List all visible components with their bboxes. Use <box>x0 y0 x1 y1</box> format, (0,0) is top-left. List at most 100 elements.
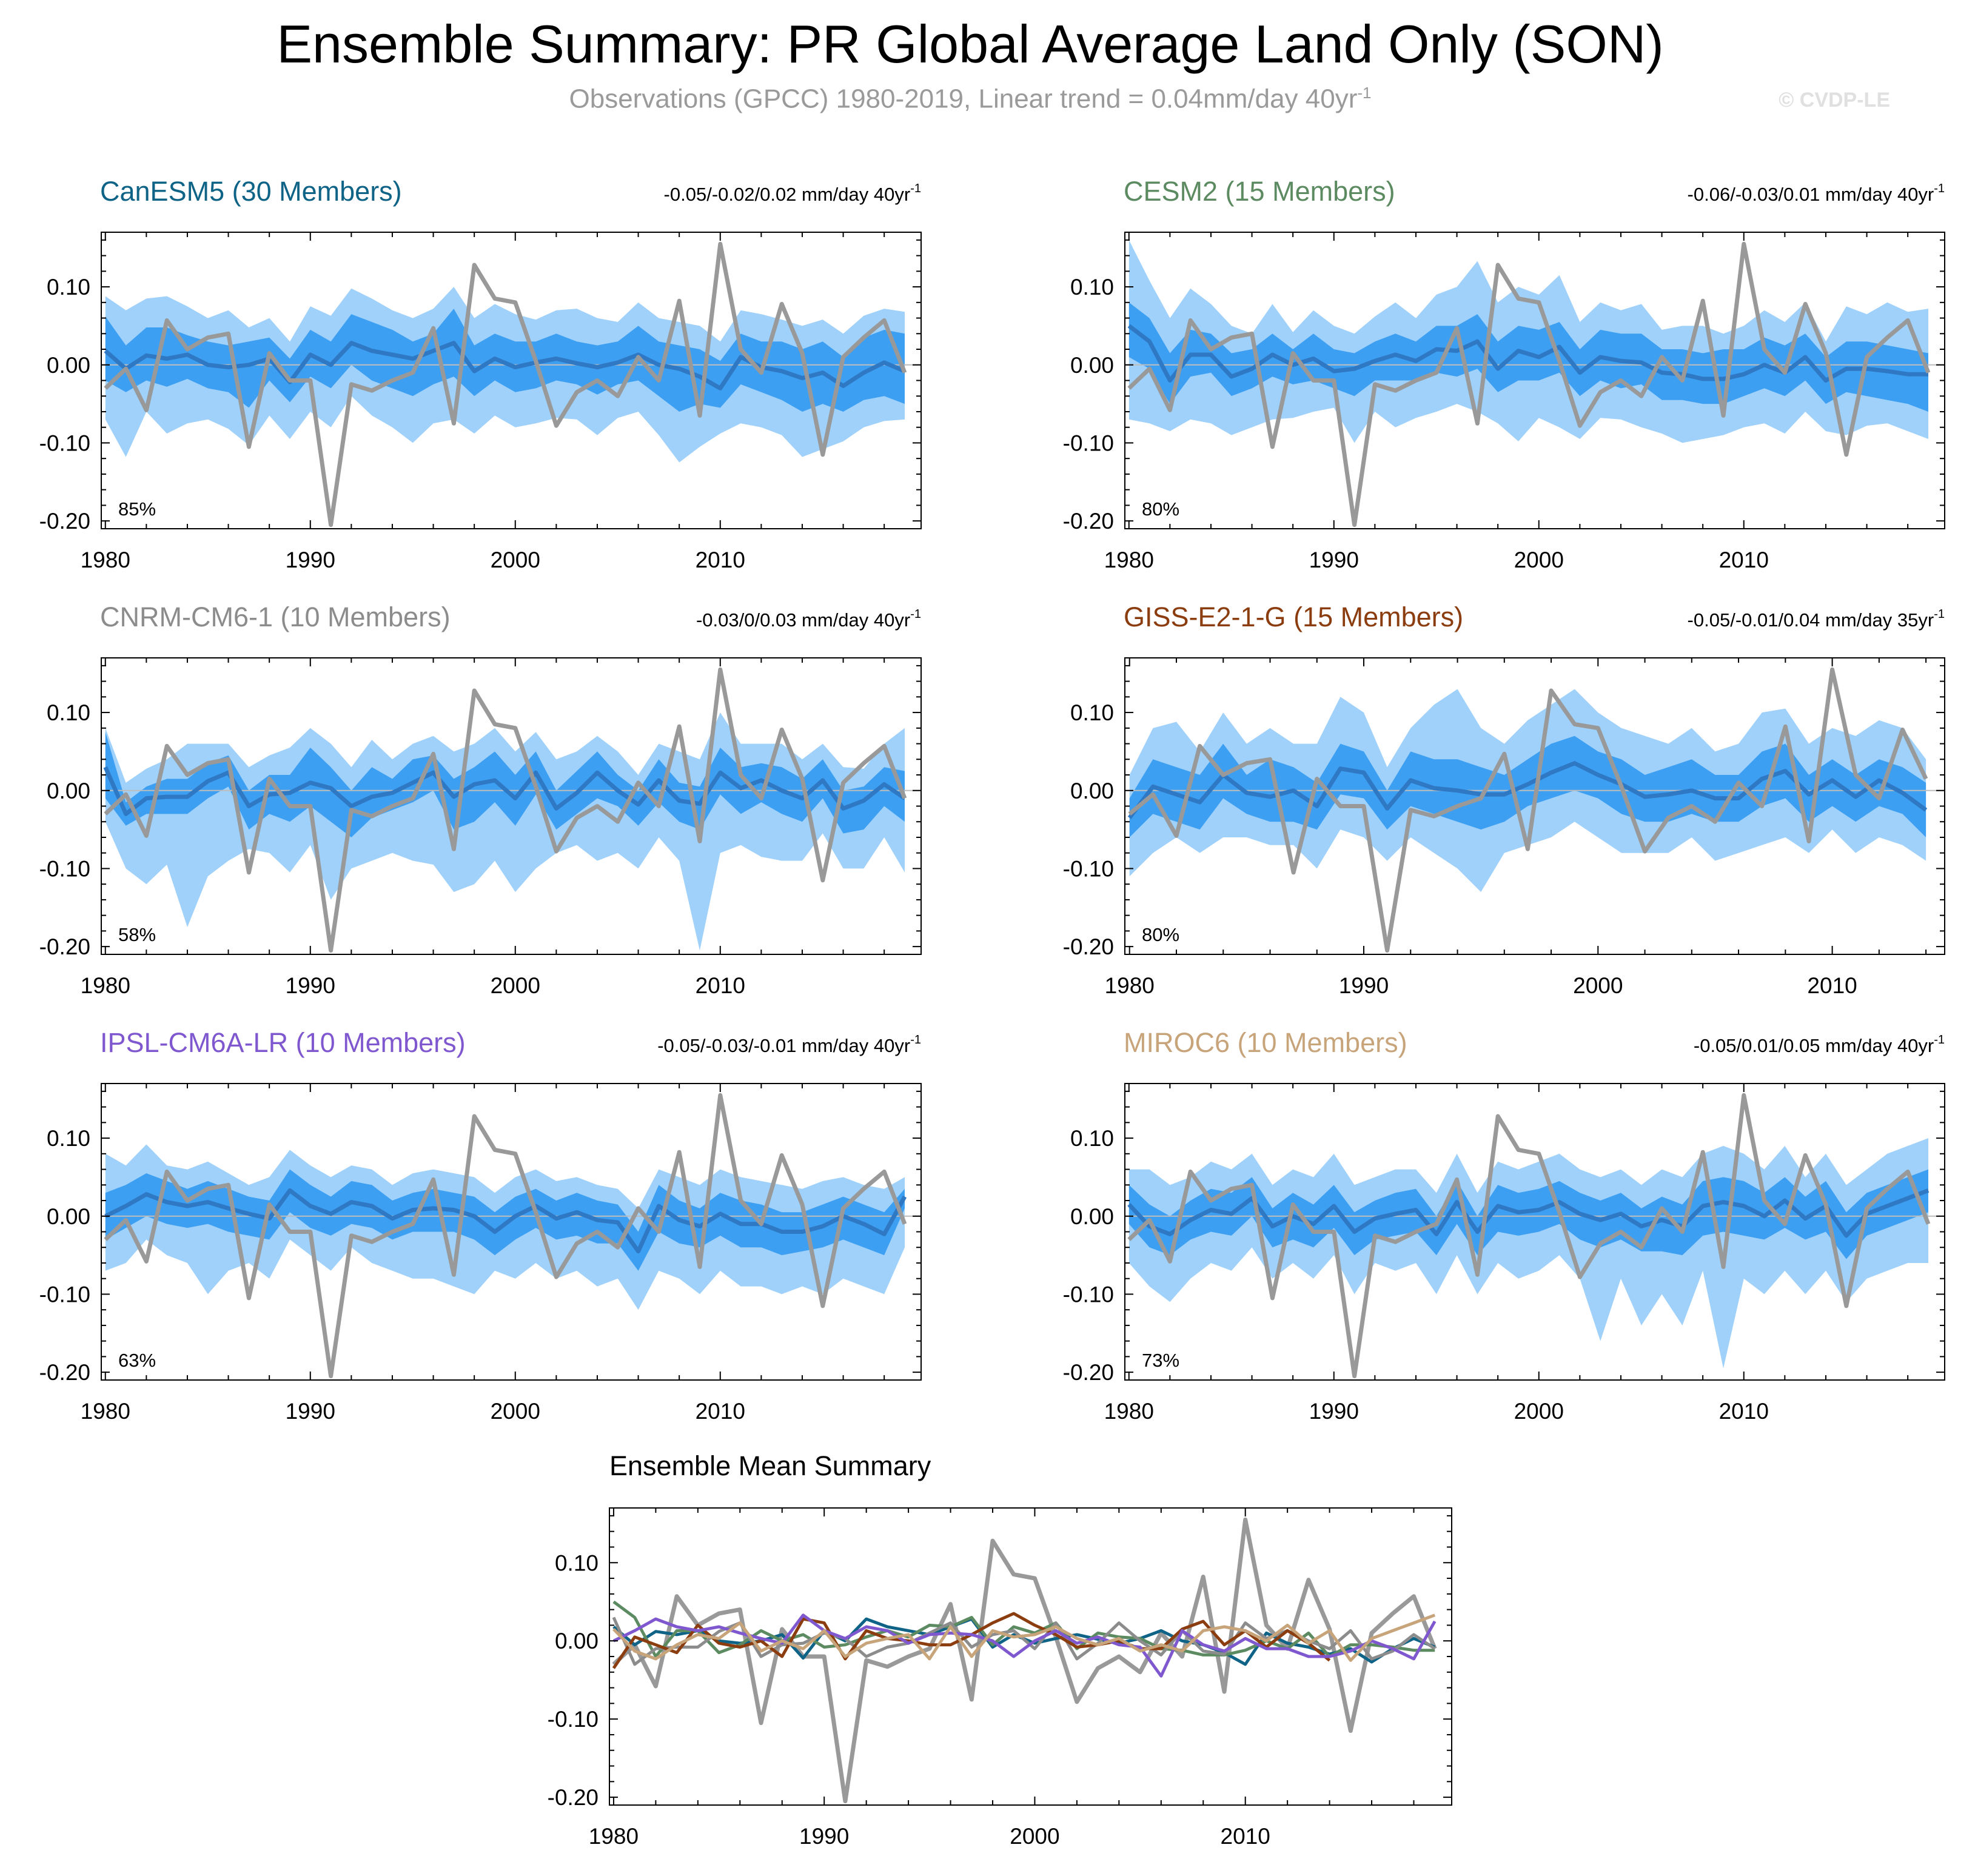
figure-subtitle: Observations (GPCC) 1980-2019, Linear tr… <box>0 84 1940 115</box>
observations-line <box>1127 241 1931 528</box>
trend-label-superscript: -1 <box>910 1033 921 1047</box>
y-tick-label: 0.00 <box>555 1629 599 1653</box>
chart-panel-7: 0.10 0.00 -0.10 -0.20 1980 1990 2000 2010 Ensemb… <box>548 1450 1452 1849</box>
y-tick-label: 0.00 <box>47 353 90 378</box>
outer-spread-band <box>1128 1138 1928 1368</box>
ensemble-mean-line <box>1127 761 1928 819</box>
x-tick-label: 2000 <box>491 1399 540 1424</box>
chart-panel-3: 0.10 0.00 -0.10 -0.20 1980 1990 2000 2010 CNRM-C… <box>39 601 922 998</box>
observations-line <box>104 667 907 953</box>
observations-line <box>1127 1093 1931 1379</box>
x-tick-label: 1980 <box>81 1399 130 1424</box>
x-tick-label: 1990 <box>799 1824 849 1849</box>
x-tick-label: 2000 <box>1514 1399 1564 1424</box>
trend-label-text: -0.05/-0.03/-0.01 mm/day 40yr <box>657 1035 910 1056</box>
observations-line <box>104 241 907 528</box>
y-tick-label: -0.10 <box>548 1707 599 1732</box>
trend-label-superscript: -1 <box>1934 182 1945 195</box>
x-tick-label: 1990 <box>1309 1399 1359 1424</box>
trend-label-superscript: -1 <box>910 608 921 621</box>
y-tick-label: -0.20 <box>1063 934 1114 959</box>
plot-area <box>1125 667 1945 953</box>
trend-label: -0.06/-0.03/0.01 mm/day 40yr-1 <box>1688 182 1945 205</box>
x-tick-label: 2010 <box>1221 1824 1270 1849</box>
trend-label: -0.05/-0.03/-0.01 mm/day 40yr-1 <box>657 1033 921 1056</box>
x-tick-label: 1990 <box>1339 973 1389 998</box>
percent-label: 58% <box>118 924 156 945</box>
observations-line <box>1128 667 1928 953</box>
x-tick-label: 1980 <box>81 548 130 572</box>
x-tick-label: 2000 <box>491 548 540 572</box>
x-tick-label: 2010 <box>1719 1399 1769 1424</box>
inner-spread-band <box>1128 1169 1928 1259</box>
y-tick-label: -0.20 <box>39 1360 90 1385</box>
panel-title: Ensemble Mean Summary <box>609 1450 931 1481</box>
y-tick-label: 0.10 <box>555 1550 599 1575</box>
outer-spread-band <box>105 712 905 951</box>
y-tick-label: 0.10 <box>1070 275 1114 300</box>
watermark: © CVDP-LE <box>1779 89 1890 112</box>
x-tick-label: 1980 <box>589 1824 639 1849</box>
y-tick-label: 0.10 <box>47 700 90 725</box>
percent-label: 80% <box>1142 498 1179 520</box>
y-tick-label: 0.10 <box>47 1126 90 1151</box>
x-tick-label: 2010 <box>696 1399 745 1424</box>
trend-label-text: -0.05/0.01/0.05 mm/day 40yr <box>1694 1035 1934 1056</box>
x-tick-label: 1990 <box>286 1399 335 1424</box>
y-tick-label: -0.10 <box>39 430 90 455</box>
trend-label: -0.05/-0.01/0.04 mm/day 35yr-1 <box>1688 608 1945 631</box>
trend-label: -0.05/-0.02/0.02 mm/day 40yr-1 <box>664 182 921 205</box>
x-tick-label: 2010 <box>1807 973 1857 998</box>
trend-label-text: -0.03/0/0.03 mm/day 40yr <box>696 609 910 631</box>
y-tick-label: 0.00 <box>47 779 90 803</box>
chart-panel-4: 0.10 0.00 -0.10 -0.20 1980 1990 2000 2010 GISS-E… <box>1063 601 1945 998</box>
y-tick-label: -0.10 <box>39 856 90 881</box>
panel-title: CanESM5 (30 Members) <box>100 176 402 207</box>
percent-label: 73% <box>1142 1350 1179 1371</box>
y-tick-label: 0.10 <box>1070 1126 1114 1151</box>
y-tick-label: -0.10 <box>1063 1282 1114 1307</box>
y-tick-label: -0.20 <box>1063 1360 1114 1385</box>
y-tick-label: -0.10 <box>1063 856 1114 881</box>
inner-spread-band <box>1129 735 1926 837</box>
trend-label-text: -0.06/-0.03/0.01 mm/day 40yr <box>1688 184 1934 205</box>
inner-spread-band <box>105 1169 905 1271</box>
observations-line <box>104 1093 907 1379</box>
chart-panel-5: 0.10 0.00 -0.10 -0.20 1980 1990 2000 2010 IPSL-C… <box>39 1027 922 1424</box>
y-tick-label: 0.10 <box>47 275 90 300</box>
subtitle-text: Observations (GPCC) 1980-2019, Linear tr… <box>569 84 1358 114</box>
subtitle-superscript: -1 <box>1357 84 1372 102</box>
x-tick-label: 2000 <box>1010 1824 1059 1849</box>
x-tick-label: 1980 <box>81 973 130 998</box>
y-tick-label: -0.10 <box>39 1282 90 1307</box>
x-tick-label: 2000 <box>491 973 540 998</box>
y-tick-label: 0.00 <box>1070 353 1114 378</box>
y-tick-label: -0.20 <box>1063 509 1114 534</box>
x-tick-label: 1990 <box>286 973 335 998</box>
x-tick-label: 2010 <box>1719 548 1769 572</box>
trend-label: -0.03/0/0.03 mm/day 40yr-1 <box>696 608 921 631</box>
trend-label: -0.05/0.01/0.05 mm/day 40yr-1 <box>1694 1033 1945 1056</box>
x-tick-label: 2010 <box>696 973 745 998</box>
panel-title: GISS-E2-1-G (15 Members) <box>1124 601 1463 632</box>
panel-title: IPSL-CM6A-LR (10 Members) <box>100 1027 466 1058</box>
x-tick-label: 2000 <box>1573 973 1623 998</box>
series-line-observations-gpcc- <box>612 1517 1437 1804</box>
trend-label-superscript: -1 <box>1934 1033 1945 1047</box>
percent-label: 80% <box>1142 924 1179 945</box>
y-tick-label: -0.10 <box>1063 430 1114 455</box>
trend-label-superscript: -1 <box>1934 608 1945 621</box>
y-tick-label: -0.20 <box>39 934 90 959</box>
chart-panel-6: 0.10 0.00 -0.10 -0.20 1980 1990 2000 2010 MIROC6… <box>1063 1027 1945 1424</box>
x-tick-label: 1980 <box>1104 1399 1154 1424</box>
plot-area <box>1125 1093 1945 1379</box>
panel-title: CESM2 (15 Members) <box>1124 176 1395 207</box>
y-tick-label: -0.20 <box>39 509 90 534</box>
percent-label: 85% <box>118 498 156 520</box>
plot-area <box>101 241 921 528</box>
x-tick-label: 1980 <box>1104 548 1154 572</box>
percent-label: 63% <box>118 1350 156 1371</box>
panel-title: CNRM-CM6-1 (10 Members) <box>100 601 451 632</box>
ensemble-mean-line <box>104 341 906 390</box>
